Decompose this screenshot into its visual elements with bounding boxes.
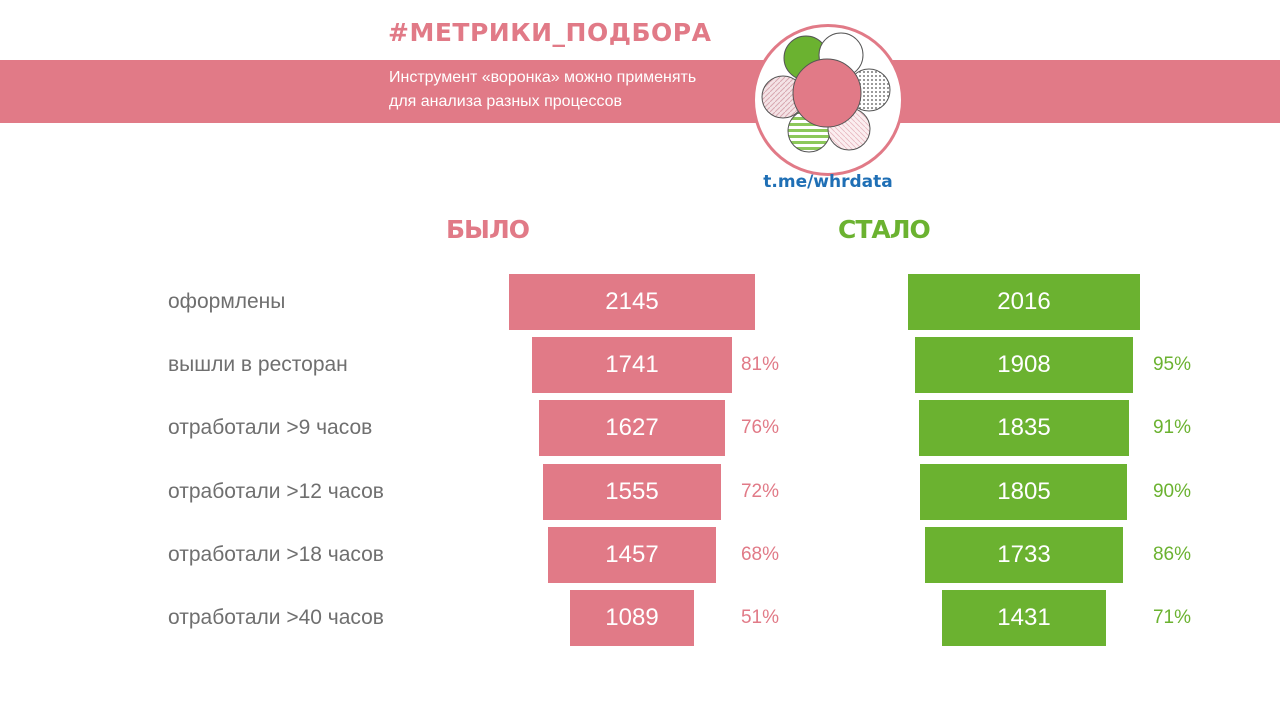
conversion-percent-before: 51% [740, 607, 780, 628]
conversion-percent-before: 81% [740, 354, 780, 376]
funnel-bar-after: 1908 [914, 337, 1134, 394]
funnel-stage-label: вышли в ресторан [168, 353, 348, 377]
logo [752, 24, 904, 176]
funnel-bar-after: 2016 [908, 274, 1140, 330]
funnel-bar-after: 1431 [941, 590, 1107, 646]
funnel-bar-before: 1741 [532, 337, 732, 394]
conversion-percent-before: 76% [740, 417, 780, 439]
column-title-before: БЫЛО [446, 215, 530, 244]
funnel-bar-after: 1733 [924, 526, 1124, 583]
conversion-percent-after: 71% [1152, 607, 1192, 628]
subtitle-line-1: Инструмент «воронка» можно применять [389, 69, 697, 86]
conversion-percent-after: 86% [1152, 543, 1192, 565]
funnel-bar-before: 1089 [569, 590, 695, 646]
telegram-link[interactable]: t.me/whrdata [763, 172, 893, 192]
logo-flower-icon [761, 32, 891, 153]
header-banner [0, 60, 1280, 123]
funnel-bar-before: 2145 [509, 274, 755, 330]
funnel-bar-before: 1457 [548, 526, 716, 583]
funnel-bar-before: 1627 [538, 400, 726, 457]
conversion-percent-before: 68% [740, 543, 780, 565]
conversion-percent-after: 90% [1152, 480, 1192, 502]
funnel-stage-label: отработали >40 часов [168, 606, 384, 629]
conversion-percent-before: 72% [740, 480, 780, 502]
subtitle: Инструмент «воронка» можно применять для… [389, 66, 749, 114]
funnel-stage-label: отработали >18 часов [168, 542, 384, 566]
funnel-bar-after: 1805 [920, 463, 1128, 520]
conversion-percent-after: 91% [1152, 417, 1192, 439]
subtitle-line-2: для анализа разных процессов [389, 93, 623, 110]
funnel-stage-label: отработали >12 часов [168, 479, 384, 503]
column-title-after: СТАЛО [838, 215, 931, 244]
conversion-percent-after: 95% [1152, 354, 1192, 376]
hashtag-title: #МЕТРИКИ_ПОДБОРА [388, 18, 712, 47]
funnel-bar-before: 1555 [542, 463, 722, 520]
funnel-stage-label: отработали >9 часов [168, 416, 373, 440]
funnel-stage-label: оформлены [168, 290, 286, 313]
funnel-bar-after: 1835 [918, 400, 1130, 457]
